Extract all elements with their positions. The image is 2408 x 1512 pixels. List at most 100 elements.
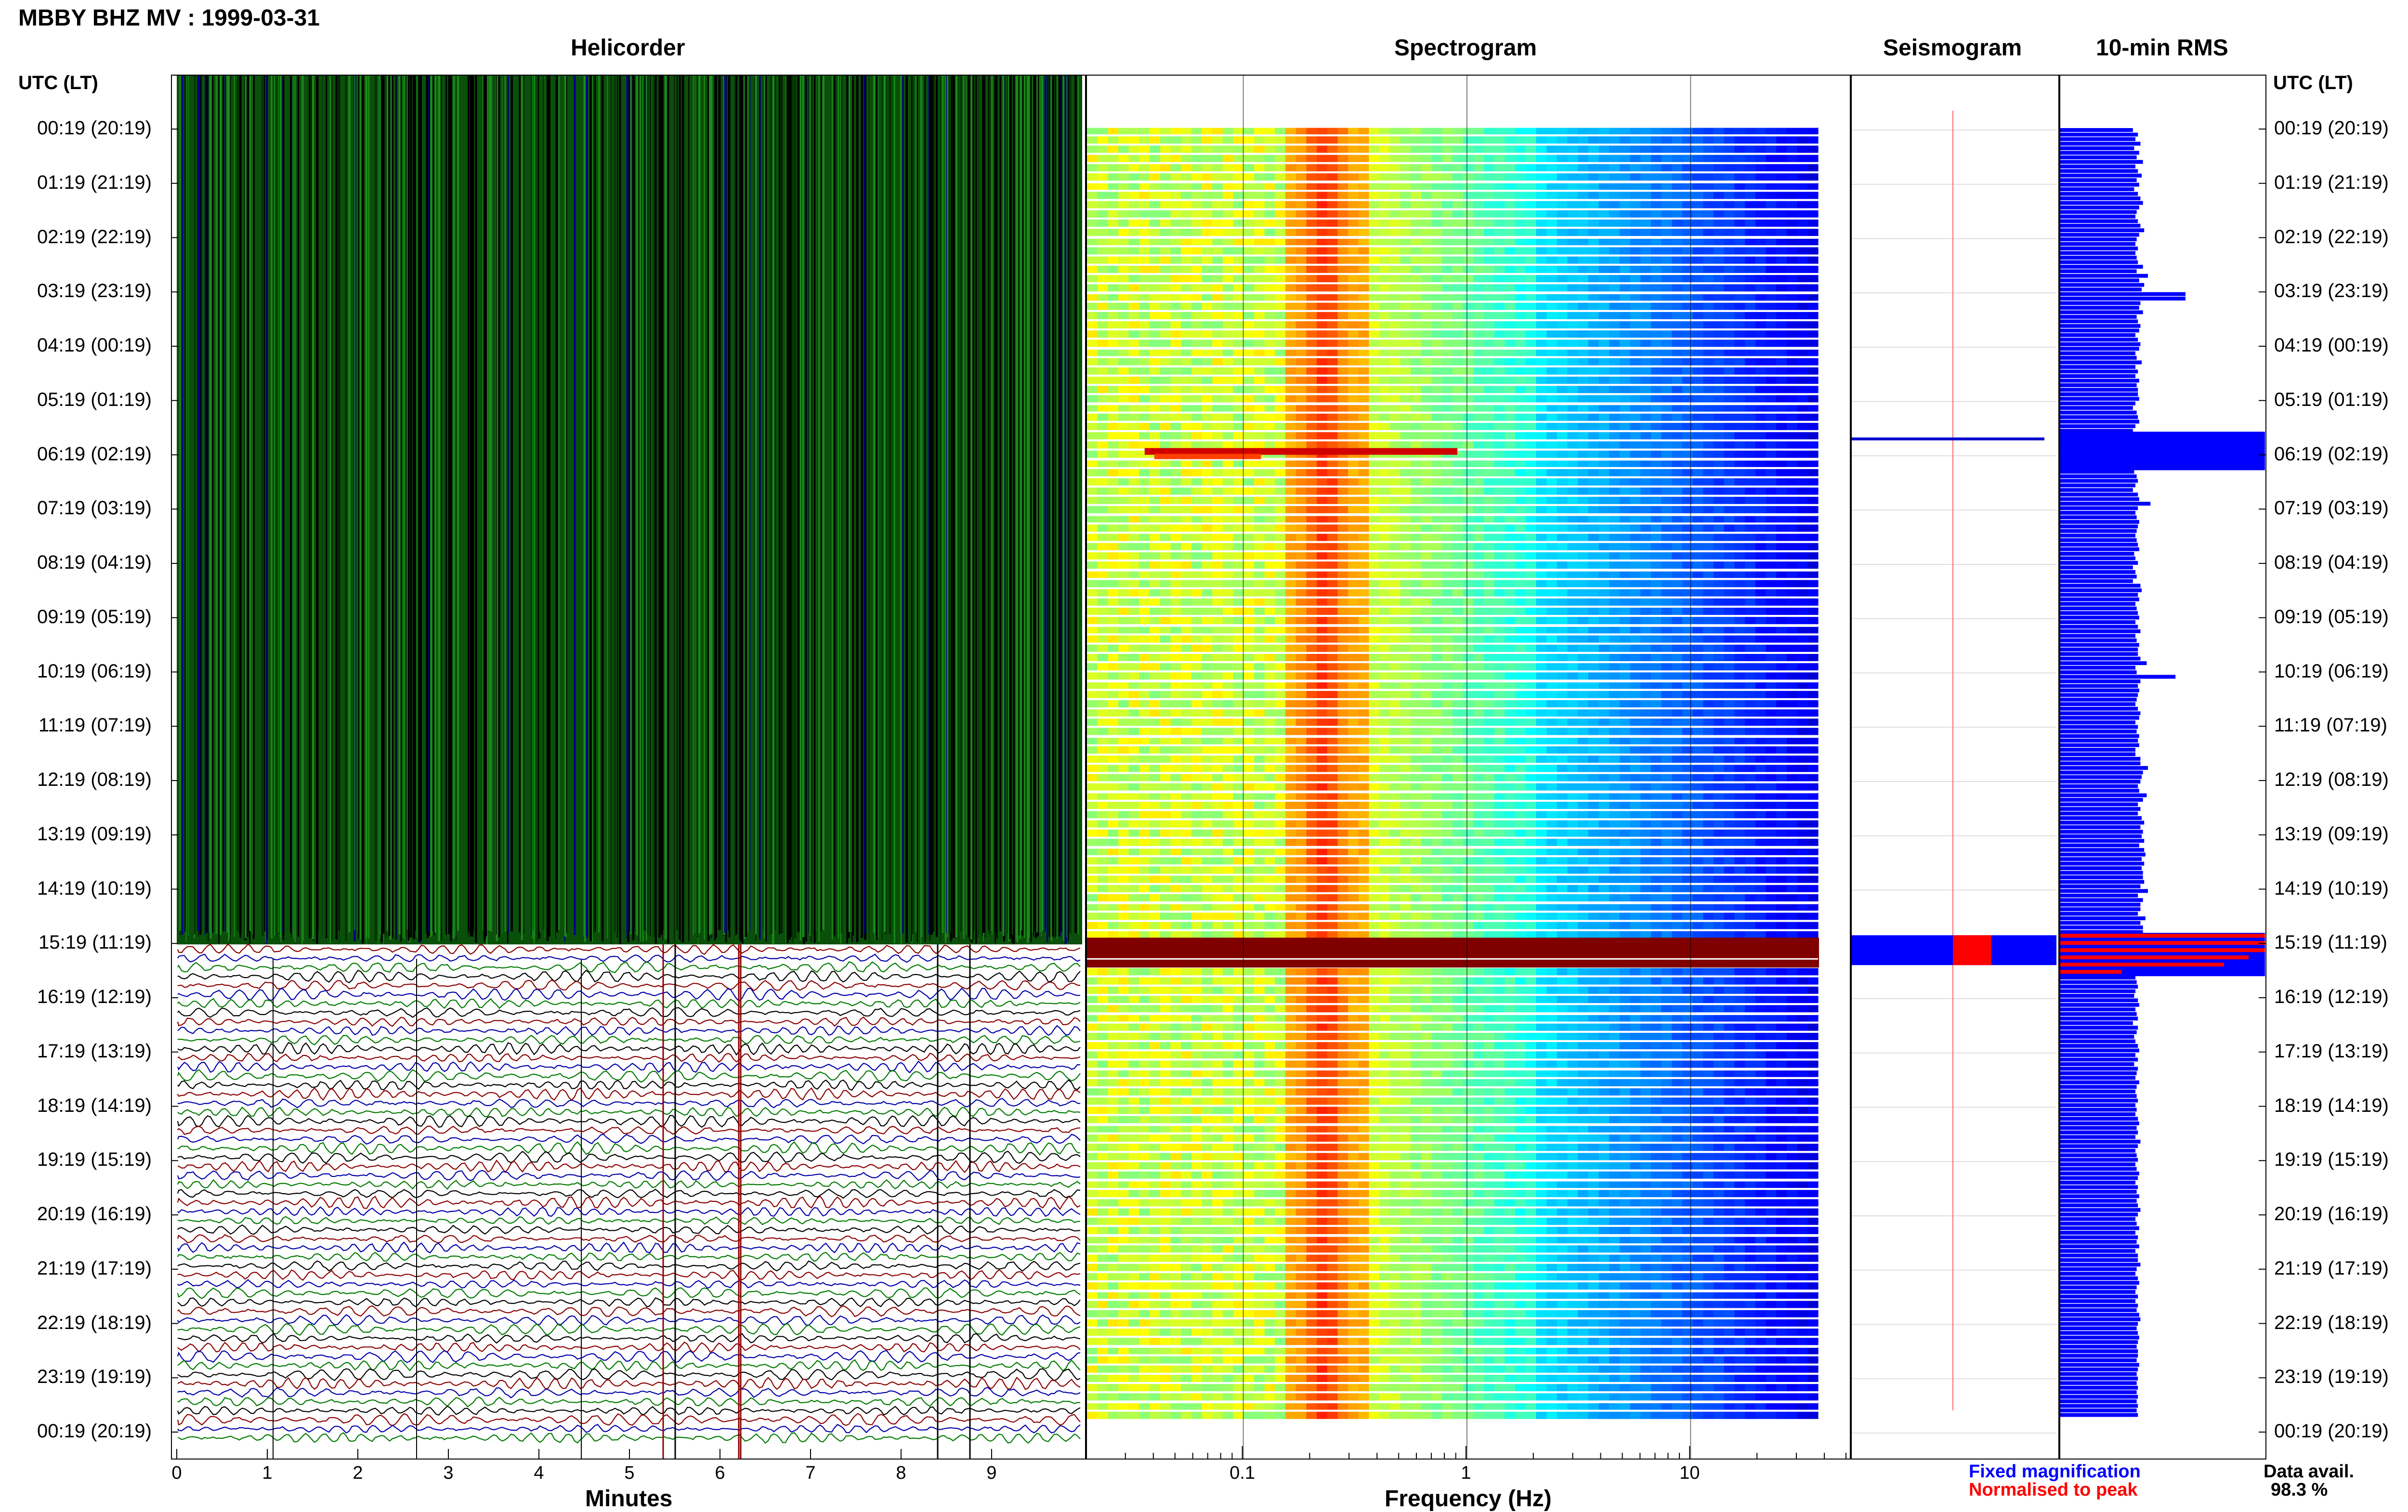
- spectrogram-cell: [1651, 395, 1662, 403]
- spectrogram-cell: [1212, 589, 1223, 597]
- helicorder-stripe: [662, 76, 663, 941]
- spectrogram-cell: [1191, 469, 1202, 476]
- spectrogram-cell: [1536, 136, 1547, 143]
- spectrogram-cell: [1098, 506, 1108, 513]
- spectrogram-cell: [1442, 617, 1453, 624]
- spectrogram-cell: [1526, 589, 1536, 597]
- spectrogram-cell: [1254, 284, 1265, 291]
- spectrogram-cell: [1703, 654, 1714, 661]
- spectrogram-cell: [1139, 636, 1150, 643]
- spectrogram-cell: [1139, 442, 1150, 449]
- spectrogram-cell: [1536, 552, 1547, 560]
- spectrogram-cell: [1578, 136, 1588, 143]
- spectrogram-cell: [1296, 691, 1307, 698]
- spectrogram-cell: [1202, 248, 1213, 255]
- spectrogram-cell: [1118, 358, 1129, 365]
- spectrogram-cell: [1171, 294, 1181, 301]
- spectrogram-cell: [1202, 608, 1213, 615]
- spectrogram-cell: [1212, 155, 1223, 162]
- spectrogram-cell: [1797, 488, 1808, 495]
- spectrogram-cell: [1118, 257, 1129, 264]
- helicorder-stripe: [785, 76, 786, 944]
- spectrogram-cell: [1484, 561, 1494, 569]
- spectrogram-cell: [1171, 700, 1181, 707]
- spectrogram-cell: [1588, 599, 1599, 606]
- spectrogram-cell: [1620, 321, 1630, 328]
- spectrogram-cell: [1327, 229, 1338, 236]
- spectrogram-cell: [1129, 580, 1139, 587]
- helicorder-stripe: [650, 76, 651, 936]
- spectrogram-cell: [1181, 654, 1191, 661]
- spectrogram-cell: [1317, 654, 1327, 661]
- spectrogram-cell: [1787, 432, 1797, 439]
- spectrogram-cell: [1672, 442, 1682, 449]
- spectrogram-cell: [1724, 395, 1735, 403]
- spectrogram-cell: [1243, 543, 1254, 550]
- spectrogram-cell: [1223, 442, 1233, 449]
- spectrogram-cell: [1202, 321, 1213, 328]
- spectrogram-cell: [1557, 164, 1568, 171]
- spectrogram-cell: [1348, 229, 1359, 236]
- spectrogram-cell: [1672, 210, 1682, 218]
- spectrogram-cell: [1526, 552, 1536, 560]
- spectrogram-cell: [1348, 284, 1359, 291]
- spectrogram-cell: [1463, 617, 1474, 624]
- spectrogram-cell: [1724, 469, 1735, 476]
- spectrogram-cell: [1327, 404, 1338, 412]
- spectrogram-cell: [1098, 210, 1108, 218]
- spectrogram-cell: [1620, 571, 1630, 578]
- spectrogram-cell: [1139, 155, 1150, 162]
- spectrogram-cell: [1233, 145, 1244, 153]
- spectrogram-cell: [1568, 534, 1578, 541]
- spectrogram-cell: [1317, 127, 1327, 134]
- spectrogram-cell: [1254, 561, 1265, 569]
- spectrogram-cell: [1254, 617, 1265, 624]
- spectrogram-cell: [1735, 469, 1745, 476]
- spectrogram-cell: [1505, 506, 1515, 513]
- spectrogram-cell: [1421, 524, 1432, 532]
- spectrogram-cell: [1108, 599, 1118, 606]
- spectrogram-cell: [1463, 145, 1474, 153]
- spectrogram-cell: [1807, 339, 1818, 347]
- spectrogram-cell: [1787, 543, 1797, 550]
- spectrogram-cell: [1098, 136, 1108, 143]
- spectrogram-cell: [1620, 460, 1630, 467]
- spectrogram-cell: [1568, 497, 1578, 504]
- spectrogram-cell: [1630, 201, 1641, 209]
- spectrogram-cell: [1212, 608, 1223, 615]
- spectrogram-cell: [1338, 192, 1348, 199]
- spectrogram-cell: [1546, 145, 1557, 153]
- spectrogram-cell: [1463, 478, 1474, 485]
- spectrogram-cell: [1191, 524, 1202, 532]
- spectrogram-cell: [1588, 552, 1599, 560]
- spectrogram-cell: [1108, 451, 1118, 458]
- spectrogram-cell: [1505, 451, 1515, 458]
- spectrogram-cell: [1703, 626, 1714, 633]
- helicorder-stripe: [589, 76, 591, 941]
- spectrogram-cell: [1787, 321, 1797, 328]
- spectrogram-cell: [1265, 682, 1275, 689]
- spectrogram-cell: [1233, 284, 1244, 291]
- spectrogram-cell: [1432, 617, 1442, 624]
- spectrogram-cell: [1651, 136, 1662, 143]
- spectrogram-cell: [1098, 515, 1108, 522]
- spectrogram-cell: [1223, 414, 1233, 421]
- time-label-right: 01:19 (21:19): [2274, 172, 2389, 194]
- helicorder-trace: [178, 1088, 1080, 1100]
- spectrogram-cell: [1306, 266, 1317, 273]
- spectrogram-cell: [1651, 173, 1662, 181]
- spectrogram-cell: [1108, 136, 1118, 143]
- spectrogram-cell: [1369, 515, 1380, 522]
- spectrogram-cell: [1453, 229, 1463, 236]
- helicorder-trace: [178, 1235, 1080, 1243]
- spectrogram-cell: [1463, 561, 1474, 569]
- spectrogram-cell: [1400, 460, 1411, 467]
- spectrogram-cell: [1181, 506, 1191, 513]
- spectrogram-cell: [1400, 155, 1411, 162]
- spectrogram-cell: [1442, 599, 1453, 606]
- spectrogram-cell: [1630, 626, 1641, 633]
- spectrogram-cell: [1536, 663, 1547, 670]
- spectrogram-cell: [1662, 349, 1672, 356]
- spectrogram-cell: [1453, 349, 1463, 356]
- spectrogram-cell: [1515, 145, 1526, 153]
